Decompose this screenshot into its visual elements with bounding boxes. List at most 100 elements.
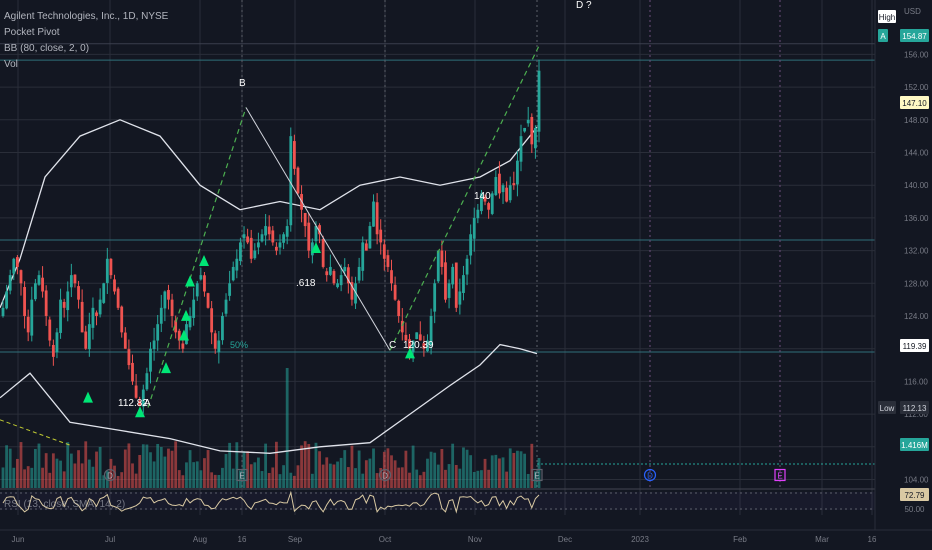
candle-body	[91, 307, 95, 328]
volume-bar	[426, 458, 429, 488]
time-tick-label: 16	[238, 535, 247, 544]
candle-body	[429, 316, 433, 346]
volume-bar	[181, 475, 185, 488]
candle-body	[249, 237, 253, 259]
candle-body	[289, 136, 293, 226]
volume-bar	[368, 458, 372, 488]
candle-body	[505, 187, 509, 202]
volume-bar	[289, 472, 293, 488]
indicator-bollinger[interactable]: BB (80, close, 2, 0)	[4, 43, 90, 54]
time-axis[interactable]: Jun Jul Aug 16 Sep Oct Nov Dec 2023 Feb Mar 16	[0, 529, 932, 550]
candle-body	[318, 225, 321, 235]
volume-bar	[48, 472, 52, 488]
candle-body	[494, 177, 498, 196]
volume-bar	[206, 450, 210, 488]
volume-bar	[364, 460, 368, 488]
candle-body	[44, 290, 48, 316]
earnings-marker-icon	[774, 468, 786, 482]
volume-bar	[235, 442, 239, 488]
candle-body	[1, 307, 5, 317]
currency-label: USD	[904, 7, 921, 16]
volume-bar	[393, 460, 397, 488]
candle-body	[328, 266, 332, 275]
indicator-pocket-pivot[interactable]: Pocket Pivot	[4, 27, 60, 38]
candle-body	[321, 239, 325, 267]
volume-bar	[469, 455, 473, 488]
volume-bar	[498, 458, 501, 488]
candle-body	[382, 244, 386, 259]
candle-body	[80, 301, 84, 333]
symbol-title[interactable]: Agilent Technologies, Inc., 1D, NYSE	[4, 11, 169, 22]
candle-body	[123, 332, 127, 349]
candle-body	[217, 340, 221, 353]
price-tag-flag-label: High	[879, 13, 895, 22]
candle-body	[274, 246, 278, 251]
volume-bar	[271, 467, 275, 488]
candle-body	[498, 173, 501, 194]
volume-bar	[5, 445, 8, 488]
price-axis[interactable]: USD 156.00 152.00 148.00 144.00 140.00 136.00 1…	[874, 0, 932, 550]
candle-body	[400, 320, 404, 333]
price-tag-value: 72.79	[904, 491, 925, 500]
earnings-marker-label: E	[239, 472, 244, 481]
volume-bar	[138, 454, 142, 488]
candle-body	[26, 316, 30, 333]
price-tag-value: 154.87	[902, 32, 927, 41]
candle-body	[242, 234, 246, 239]
volume-bar	[231, 468, 235, 488]
candle-body	[206, 293, 210, 308]
volume-bar	[123, 449, 127, 488]
volume-bar	[310, 473, 314, 488]
volume-bar	[217, 474, 221, 488]
volume-bar	[339, 457, 343, 488]
candle-body	[163, 291, 167, 309]
candle-body	[152, 340, 156, 350]
volume-bar	[167, 448, 170, 488]
volume-bar	[203, 458, 206, 488]
volume-bar	[224, 454, 228, 488]
pocket-pivots	[83, 241, 415, 418]
volume-bar	[350, 445, 354, 488]
candle-body	[156, 324, 160, 341]
time-axis-background	[0, 530, 932, 550]
volume-bar	[332, 464, 336, 488]
dashed-leg-c-d	[389, 43, 541, 351]
volume-bar	[131, 463, 134, 488]
candle-body	[379, 229, 383, 243]
candle-body	[73, 274, 77, 284]
volume-bar	[429, 451, 433, 488]
label-a: A	[144, 398, 151, 409]
candle-body	[51, 344, 55, 357]
dividend-marker-label: D	[382, 472, 388, 481]
candle-body	[465, 258, 469, 275]
candle-body	[483, 196, 487, 202]
volume-bar	[260, 471, 264, 488]
price-tag-flag-label: A	[880, 32, 886, 41]
indicator-volume[interactable]: Vol	[4, 59, 18, 70]
price-tick-label: 116.00	[904, 377, 928, 386]
candle-body	[526, 119, 530, 124]
pocket-pivot-marker	[181, 309, 191, 321]
candle-body	[177, 330, 181, 341]
candle-body	[192, 299, 196, 318]
price-tick-label: 156.00	[904, 50, 929, 59]
candle-body	[426, 340, 429, 352]
candle-body	[415, 332, 419, 340]
candle-body	[19, 270, 23, 284]
volume-bar	[246, 451, 250, 488]
volume-bar	[321, 464, 325, 488]
rsi-line	[2, 490, 540, 514]
candle-body	[354, 283, 357, 304]
volume-bar	[8, 448, 12, 488]
candle-body	[411, 340, 415, 353]
candle-body	[131, 362, 134, 382]
volume-bar	[87, 459, 91, 488]
time-tick-label: Dec	[558, 535, 572, 544]
candle-body	[480, 193, 483, 212]
candle-body	[436, 250, 440, 282]
volume-bar	[415, 469, 419, 488]
candle-body	[307, 222, 311, 251]
candle-body	[41, 277, 44, 292]
volume-bar	[318, 451, 321, 488]
